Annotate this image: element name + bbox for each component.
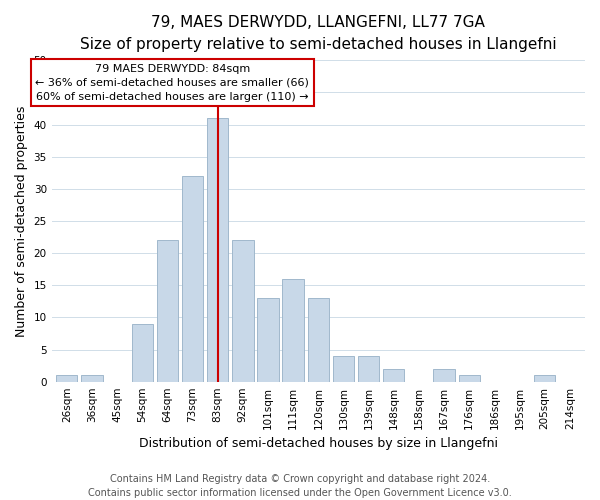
Bar — [157, 240, 178, 382]
X-axis label: Distribution of semi-detached houses by size in Llangefni: Distribution of semi-detached houses by … — [139, 437, 498, 450]
Bar — [182, 176, 203, 382]
Bar — [232, 240, 254, 382]
Bar — [333, 356, 354, 382]
Text: Contains HM Land Registry data © Crown copyright and database right 2024.
Contai: Contains HM Land Registry data © Crown c… — [88, 474, 512, 498]
Bar — [358, 356, 379, 382]
Bar — [433, 369, 455, 382]
Bar — [207, 118, 229, 382]
Bar — [131, 324, 153, 382]
Text: 79 MAES DERWYDD: 84sqm
← 36% of semi-detached houses are smaller (66)
60% of sem: 79 MAES DERWYDD: 84sqm ← 36% of semi-det… — [35, 64, 310, 102]
Bar — [56, 376, 77, 382]
Bar — [257, 298, 279, 382]
Title: 79, MAES DERWYDD, LLANGEFNI, LL77 7GA
Size of property relative to semi-detached: 79, MAES DERWYDD, LLANGEFNI, LL77 7GA Si… — [80, 15, 557, 52]
Y-axis label: Number of semi-detached properties: Number of semi-detached properties — [15, 106, 28, 336]
Bar — [81, 376, 103, 382]
Bar — [534, 376, 556, 382]
Bar — [308, 298, 329, 382]
Bar — [283, 279, 304, 382]
Bar — [383, 369, 404, 382]
Bar — [458, 376, 480, 382]
